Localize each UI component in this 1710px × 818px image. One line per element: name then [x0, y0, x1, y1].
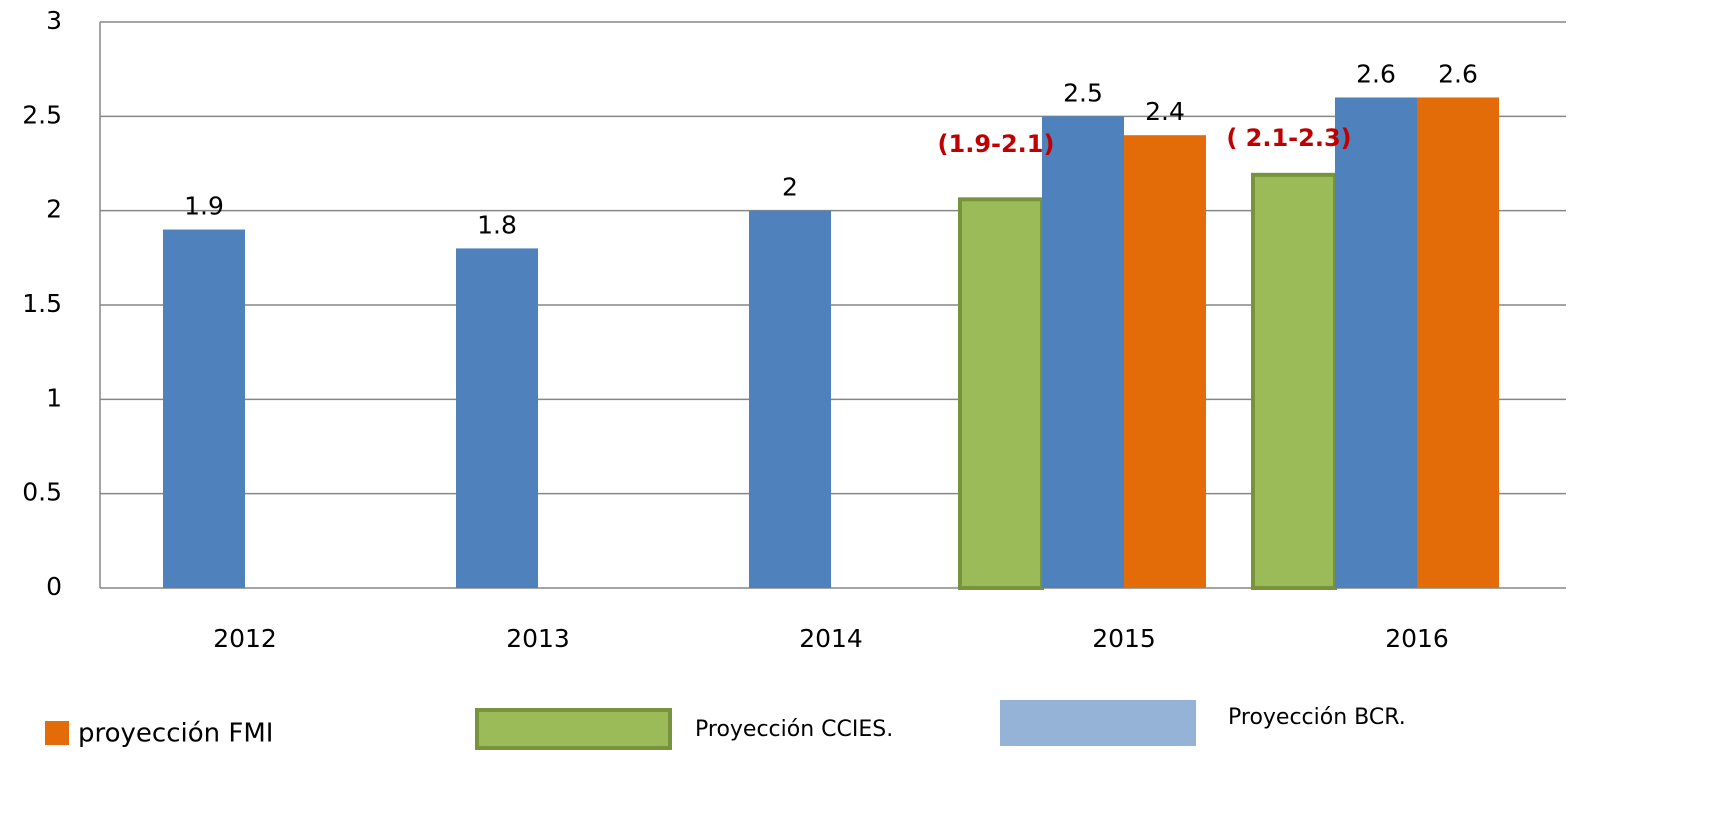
bar [958, 197, 1044, 590]
y-tick-label: 1 [46, 383, 62, 412]
legend-label: Proyección BCR. [1228, 705, 1406, 730]
bar [1124, 135, 1206, 588]
x-tick-label: 2013 [506, 624, 570, 653]
y-tick-label: 2 [46, 195, 62, 224]
bar [1335, 97, 1417, 588]
annotation: ( 2.1-2.3) [1226, 124, 1351, 152]
data-label: 2.4 [1145, 97, 1185, 126]
bar [749, 210, 831, 588]
legend-label: Proyección CCIES. [695, 717, 893, 742]
bar [163, 229, 245, 589]
legend-swatch [475, 708, 672, 750]
annotation: (1.9-2.1) [938, 130, 1055, 158]
y-tick-label: 2.5 [22, 100, 62, 129]
bar [456, 248, 538, 588]
bar [1251, 172, 1337, 590]
x-tick-label: 2015 [1092, 624, 1156, 653]
legend-swatch [1000, 700, 1196, 746]
y-tick-label: 3 [46, 6, 62, 35]
data-label: 2 [782, 173, 798, 202]
data-label: 2.6 [1356, 59, 1396, 88]
legend-swatch [45, 721, 69, 745]
x-tick-label: 2014 [799, 624, 863, 653]
bar [1042, 116, 1124, 588]
y-tick-label: 0.5 [22, 478, 62, 507]
y-tick-label: 0 [46, 572, 62, 601]
legend-label: proyección FMI [78, 719, 273, 749]
data-label: 2.6 [1438, 59, 1478, 88]
x-tick-label: 2012 [213, 624, 277, 653]
data-label: 2.5 [1063, 78, 1103, 107]
data-label: 1.9 [184, 192, 224, 221]
data-label: 1.8 [477, 210, 517, 239]
bar [1417, 97, 1499, 588]
x-tick-label: 2016 [1385, 624, 1449, 653]
y-tick-label: 1.5 [22, 289, 62, 318]
